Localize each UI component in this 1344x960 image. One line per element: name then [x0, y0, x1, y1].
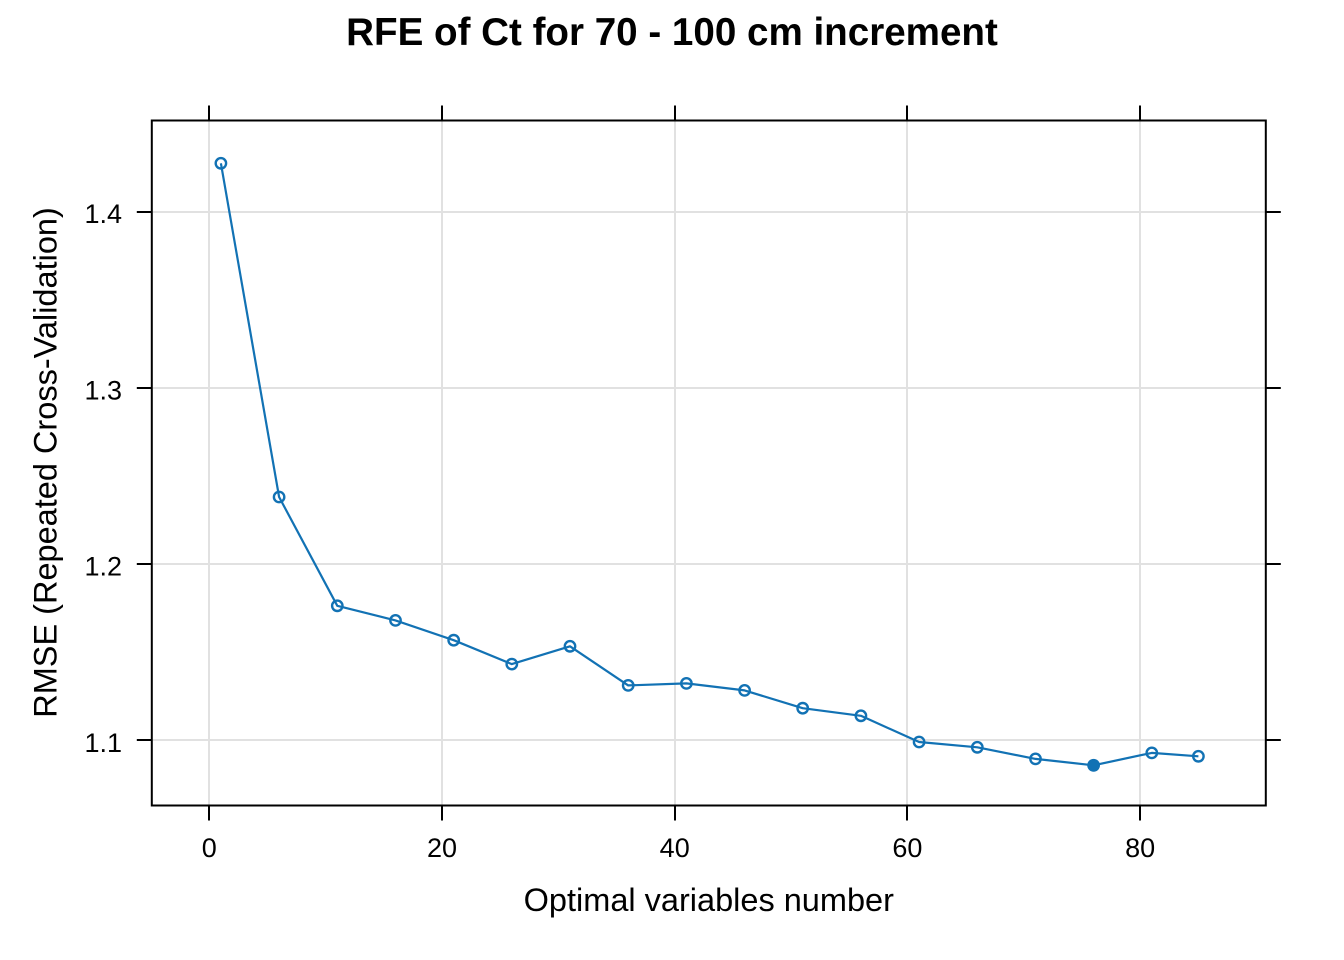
svg-text:0: 0: [202, 833, 217, 863]
svg-text:RFE of Ct for 70 - 100 cm incr: RFE of Ct for 70 - 100 cm increment: [346, 11, 998, 54]
svg-text:80: 80: [1125, 833, 1155, 863]
svg-text:20: 20: [427, 833, 457, 863]
svg-text:1.2: 1.2: [84, 552, 122, 582]
svg-text:1.3: 1.3: [84, 375, 122, 405]
svg-text:Optimal variables number: Optimal variables number: [524, 882, 894, 918]
svg-text:60: 60: [892, 833, 922, 863]
svg-text:1.4: 1.4: [84, 199, 122, 229]
svg-text:40: 40: [660, 833, 690, 863]
svg-text:1.1: 1.1: [84, 728, 122, 758]
svg-text:RMSE (Repeated Cross-Validatio: RMSE (Repeated Cross-Validation): [27, 207, 63, 718]
